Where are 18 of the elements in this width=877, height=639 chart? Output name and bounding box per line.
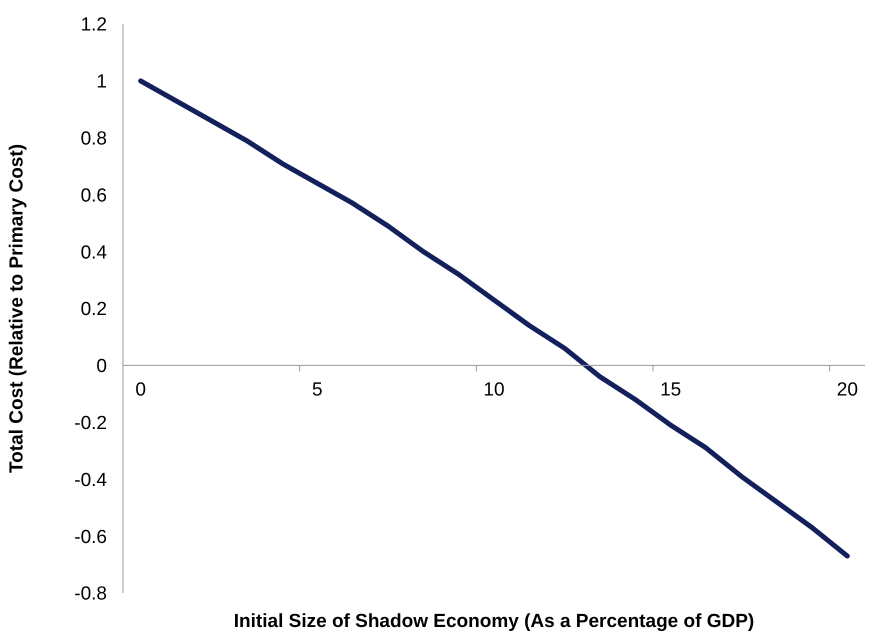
y-axis-title: Total Cost (Relative to Primary Cost) — [6, 144, 28, 474]
y-tick-label: 1 — [96, 72, 107, 93]
y-tick-label: -0.6 — [74, 526, 107, 548]
x-tick-label: 15 — [660, 379, 682, 400]
y-tick-label: -0.8 — [74, 584, 107, 605]
y-tick-label: 0 — [96, 356, 107, 378]
y-tick-label: 1.2 — [80, 14, 107, 36]
y-tick-label: -0.4 — [74, 470, 108, 491]
y-tick-label: 0.6 — [80, 185, 107, 206]
y-tick-label: -0.2 — [74, 413, 107, 434]
y-tick-label: 0.4 — [80, 242, 108, 264]
x-tick-label: 5 — [312, 379, 323, 400]
x-tick-label: 0 — [135, 379, 146, 400]
y-tick-label: 0.8 — [80, 128, 107, 150]
x-tick-label: 10 — [483, 379, 505, 400]
x-axis-title: Initial Size of Shadow Economy (As a Percentage of GDP) — [234, 611, 754, 632]
y-tick-label: 0.2 — [80, 299, 107, 320]
x-tick-label: 20 — [836, 379, 858, 400]
